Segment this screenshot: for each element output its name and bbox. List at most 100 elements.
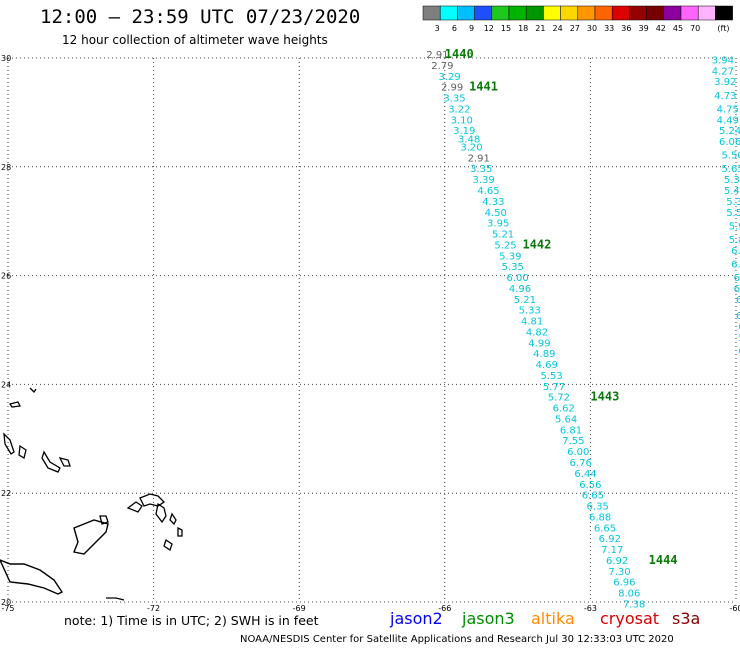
wave-height-reading: 4.33 — [482, 197, 504, 208]
color-scale-tick: 6 — [452, 24, 457, 33]
page-subtitle: 12 hour collection of altimeter wave hei… — [62, 33, 328, 47]
color-swatch — [629, 5, 647, 21]
color-scale-tick: 15 — [501, 24, 511, 33]
longitude-tick-label: -72 — [147, 604, 160, 613]
wave-height-reading: 2.91 — [426, 50, 448, 61]
wave-height-reading: 4.27 — [712, 66, 734, 77]
longitude-tick-label: -75 — [1, 604, 14, 613]
color-scale-tick: 12 — [484, 24, 494, 33]
wave-height-reading: 5.34 — [724, 175, 740, 186]
page-title: 12:00 – 23:59 UTC 07/23/2020 — [40, 6, 361, 28]
wave-height-reading: 7.17 — [601, 545, 623, 556]
wave-height-reading: 5.39 — [499, 251, 521, 262]
wave-height-reading: 5.24 — [719, 126, 740, 137]
wave-height-reading: 6.92 — [606, 556, 628, 567]
pass-number-label: 1444 — [649, 553, 678, 567]
wave-height-reading: 6.00 — [567, 447, 589, 458]
coast-cuba-east — [73, 519, 109, 555]
wave-height-reading: 5.44 — [724, 186, 740, 197]
color-swatch — [508, 5, 527, 21]
wave-height-reading: 4.73 — [714, 91, 736, 102]
color-scale-tick: 24 — [553, 24, 563, 33]
wave-height-reading: 4.96 — [509, 284, 531, 295]
color-scale-tick: 9 — [469, 24, 474, 33]
color-scale-tick: (ft) — [717, 24, 729, 33]
wave-height-reading: 6.6 — [734, 284, 740, 295]
color-scale-bar: 3 6 9 12 15 18 21 24 27 30 33 36 39 42 45 70 (ft) — [422, 5, 733, 33]
color-swatch — [715, 5, 733, 21]
wave-height-reading: 5.64 — [555, 414, 577, 425]
wave-height-reading: 6.96 — [613, 578, 635, 589]
wave-height-reading: 6.65 — [582, 491, 604, 502]
color-swatch — [422, 5, 441, 21]
wave-height-reading: 5.90 — [729, 221, 740, 232]
coast-hispaniola — [0, 559, 64, 595]
wave-height-reading: 5.33 — [519, 306, 541, 317]
wave-height-reading: 6. — [738, 346, 740, 357]
color-swatch — [680, 5, 699, 21]
color-swatch — [697, 5, 716, 21]
legend-note: note: 1) Time is in UTC; 2) SWH is in fe… — [64, 613, 319, 628]
wave-height-reading: 3.39 — [472, 175, 494, 186]
wave-height-reading: 6.92 — [599, 534, 621, 545]
color-scale-tick: 18 — [518, 24, 528, 33]
wave-height-reading: 3.35 — [443, 94, 465, 105]
color-scale-tick: 36 — [621, 24, 631, 33]
wave-height-reading: 5. — [738, 333, 740, 344]
wave-height-reading: 3.29 — [439, 72, 461, 83]
color-scale-tick: 45 — [673, 24, 683, 33]
satellite-track-1: 2.912.792.992.913.293.353.223.103.193.48… — [426, 50, 645, 610]
color-swatch — [594, 5, 613, 21]
latitude-tick-label: 24 — [1, 380, 11, 389]
coast-south — [106, 597, 125, 601]
latitude-tick-label: 28 — [1, 163, 11, 172]
color-scale-tick: 30 — [587, 24, 597, 33]
wave-height-reading: 5.53 — [540, 371, 562, 382]
color-scale-tick: 42 — [656, 24, 666, 33]
color-scale-tick: 33 — [604, 24, 614, 33]
wave-height-reading: 6.3 — [731, 246, 740, 257]
pass-number-label: 1442 — [522, 237, 551, 251]
color-swatch — [457, 5, 475, 21]
wave-height-reading: 4.82 — [526, 327, 548, 338]
wave-height-reading: 3.94 — [712, 55, 734, 66]
latitude-tick-label: 20 — [1, 598, 11, 607]
wave-height-reading: 3.22 — [448, 104, 470, 115]
coastline — [0, 387, 183, 601]
color-swatch — [525, 5, 544, 21]
wave-height-reading: 6.35 — [587, 502, 609, 513]
wave-height-reading: 3.35 — [470, 164, 492, 175]
wave-height-reading: 4.75 — [717, 104, 739, 115]
wave-height-reading: 6.81 — [560, 425, 582, 436]
map-grid: -75 -72 -69 -66 -63 -60 30 28 26 24 22 20 — [1, 54, 740, 613]
wave-height-reading: 3.95 — [487, 219, 509, 230]
wave-height-reading: 7.30 — [608, 567, 630, 578]
latitude-tick-label: 22 — [1, 489, 11, 498]
wave-height-reading: 5.72 — [548, 393, 570, 404]
wave-height-reading: 5.50 — [721, 151, 740, 162]
color-scale-tick: 27 — [570, 24, 580, 33]
pass-number-label: 1443 — [590, 390, 619, 404]
wave-height-reading: 7.38 — [623, 599, 645, 610]
color-swatch — [474, 5, 493, 21]
mission-label-jason3: jason3 — [462, 609, 515, 628]
longitude-tick-label: -63 — [584, 604, 597, 613]
wave-height-reading: 4.81 — [521, 317, 543, 328]
wave-height-reading: 3.20 — [460, 142, 482, 153]
wave-height-reading: 3.48 — [458, 134, 480, 145]
color-swatch — [611, 5, 630, 21]
color-scale-tick: 39 — [639, 24, 649, 33]
color-swatch — [543, 5, 561, 21]
pass-number-label: 1440 — [445, 47, 474, 61]
color-scale-tick: 70 — [690, 24, 700, 33]
wave-height-reading: 5.35 — [502, 262, 524, 273]
wave-height-reading: 2.91 — [468, 153, 490, 164]
wave-height-reading: 6.4 — [731, 259, 740, 270]
wave-height-reading: 4.99 — [528, 338, 550, 349]
wave-height-reading: 3.10 — [451, 115, 473, 126]
color-scale-tick: 3 — [435, 24, 440, 33]
color-swatch — [491, 5, 510, 21]
wave-height-reading: 5.77 — [543, 382, 565, 393]
coast-bahamas-north — [8, 387, 37, 408]
